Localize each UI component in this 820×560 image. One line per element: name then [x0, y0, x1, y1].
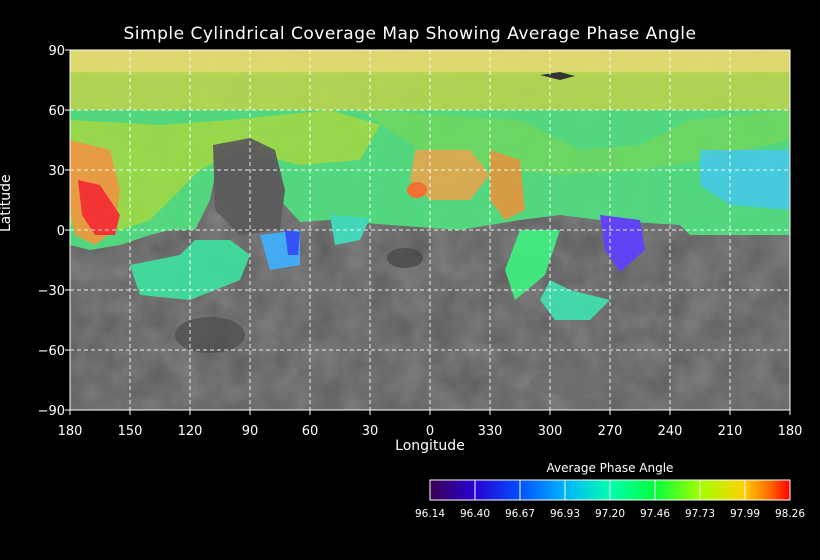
y-tick-label: 30 — [48, 164, 65, 179]
map-title: Simple Cylindrical Coverage Map Showing … — [123, 24, 697, 44]
colorbar-tick-label: 97.20 — [594, 508, 626, 520]
y-tick-labels: 90 60 30 0 −30 −60 −90 — [38, 44, 65, 419]
y-tick-label: 60 — [48, 104, 65, 119]
colorbar-tick-label: 97.46 — [639, 508, 671, 520]
x-tick-label: 90 — [242, 424, 259, 439]
map-grid — [70, 50, 790, 410]
x-tick-label: 150 — [118, 424, 143, 439]
x-tick-label: 0 — [426, 424, 434, 439]
y-tick-label: 90 — [48, 44, 65, 59]
y-tick-label: −90 — [38, 404, 65, 419]
x-tick-label: 60 — [302, 424, 319, 439]
x-tick-label: 240 — [658, 424, 683, 439]
x-tick-label: 120 — [178, 424, 203, 439]
y-tick-label: −30 — [38, 284, 65, 299]
colorbar-tick-label: 98.26 — [774, 508, 806, 520]
x-tick-label: 180 — [58, 424, 83, 439]
y-tick-label: −60 — [38, 344, 65, 359]
colorbar-tick-label: 96.14 — [414, 508, 446, 520]
colorbar-tick-label: 96.67 — [504, 508, 536, 520]
colorbar-tick-label: 96.40 — [459, 508, 491, 520]
colorbar-dividers — [474, 480, 746, 500]
colorbar-title: Average Phase Angle — [546, 461, 674, 475]
colorbar-tick-label: 96.93 — [549, 508, 581, 520]
x-tick-label: 30 — [362, 424, 379, 439]
x-tick-label: 270 — [598, 424, 623, 439]
colorbar-tick-label: 97.99 — [729, 508, 761, 520]
y-tick-label: 0 — [57, 224, 65, 239]
x-tick-label: 210 — [718, 424, 743, 439]
y-axis-label: Latitude — [0, 174, 14, 232]
colorbar-tick-label: 97.73 — [684, 508, 716, 520]
axis-tick-marks — [65, 49, 791, 415]
x-axis-label: Longitude — [395, 438, 465, 454]
x-tick-label: 180 — [778, 424, 803, 439]
x-tick-labels: 180 150 120 90 60 30 0 330 300 270 240 210 180 — [58, 424, 803, 439]
map-area — [70, 50, 790, 410]
x-tick-label: 330 — [478, 424, 503, 439]
x-tick-label: 300 — [538, 424, 563, 439]
